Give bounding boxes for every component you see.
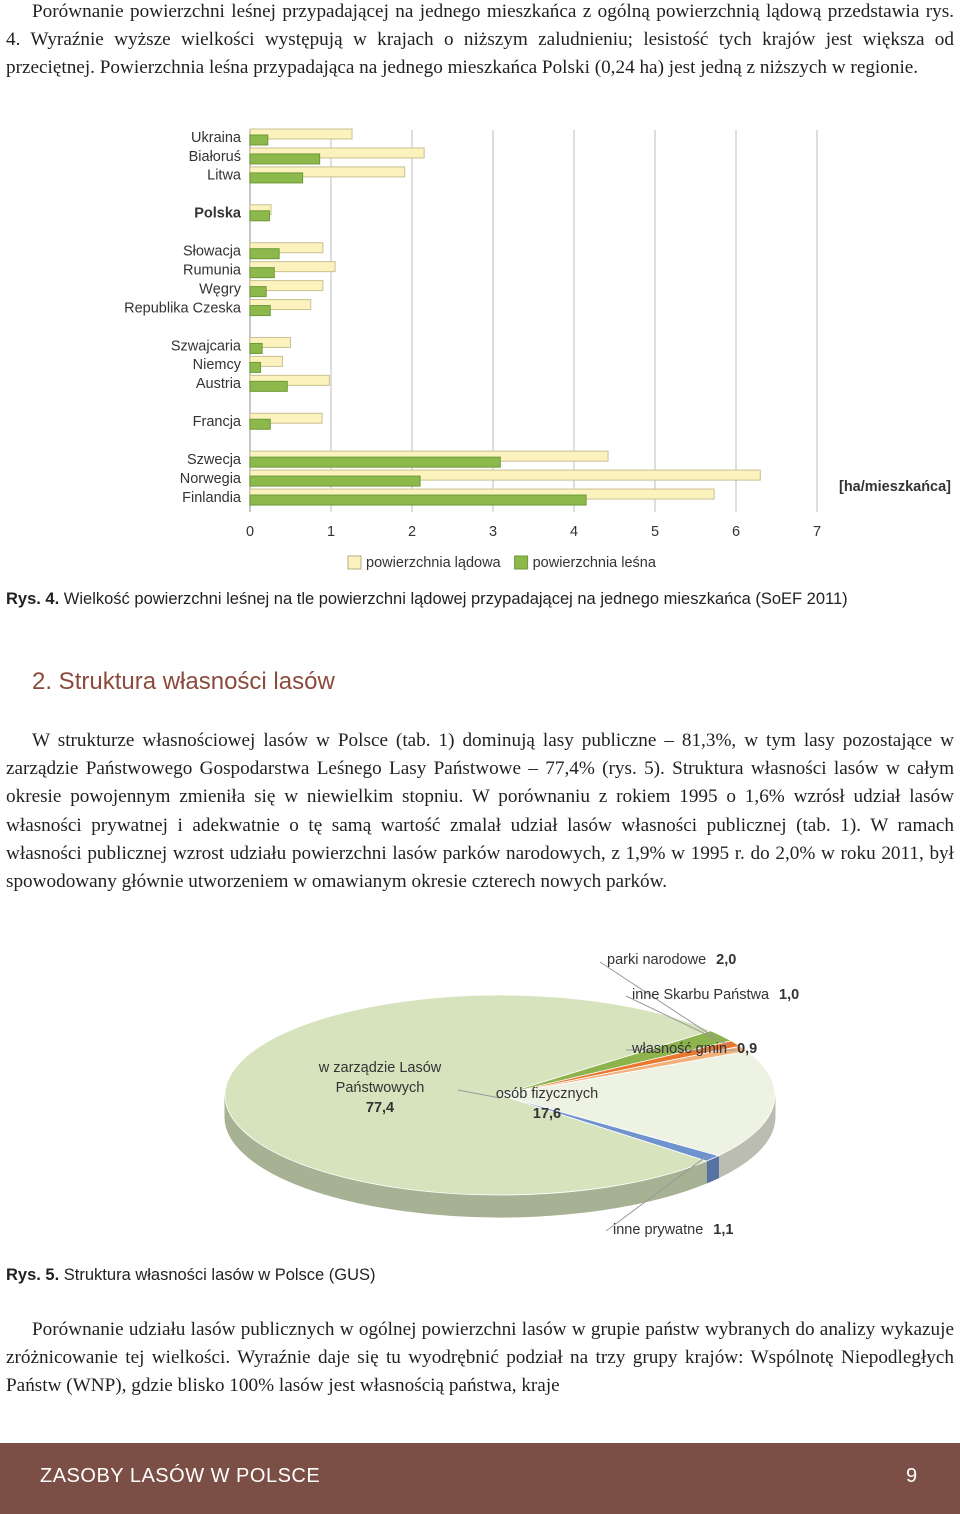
paragraph: Porównanie powierzchni leśnej przypadają… [6, 1, 954, 79]
bar [249, 475, 421, 487]
x-tick-label: 2 [408, 524, 416, 540]
paragraph: W strukturze własnościowej lasów w Polsc… [6, 730, 954, 893]
bar [249, 147, 425, 159]
section-heading: 2. Struktura własności lasów [32, 668, 335, 695]
bar [249, 280, 324, 292]
y-tick-label: Republika Czeska [124, 300, 242, 316]
y-tick-label: Finlandia [182, 490, 242, 506]
footer-title: ZASOBY LASÓW W POLSCE [40, 1465, 321, 1487]
pie-category: inne prywatne [613, 1222, 704, 1238]
y-tick-label: Słowacja [183, 244, 242, 260]
x-tick-label: 4 [570, 524, 578, 540]
pie-chart [224, 961, 776, 1232]
pie-value-label: 1,1 [713, 1222, 734, 1238]
pie-category: w zarządzie Lasów Państwowych [318, 1060, 442, 1096]
x-tick-label: 0 [246, 524, 254, 540]
pie-value-label: 0,9 [737, 1041, 758, 1057]
bar [249, 342, 263, 354]
caption-label: Rys. 4. [6, 590, 60, 608]
legend-swatch [514, 555, 529, 570]
bar [249, 494, 587, 506]
caption-text: Wielkość powierzchni leśnej na tle powie… [63, 590, 848, 608]
y-tick-label: Rumunia [183, 262, 242, 278]
leader-line [457, 1089, 501, 1099]
x-tick-label: 7 [813, 524, 821, 540]
bar [249, 166, 406, 178]
bar [249, 210, 270, 222]
leader-line [605, 1156, 707, 1232]
footer: ZASOBY LASÓW W POLSCE 9 [0, 1443, 960, 1514]
legend-swatch [347, 555, 362, 570]
legend-label: powierzchnia lądowa [366, 555, 502, 571]
bar [249, 248, 280, 260]
bar [249, 361, 262, 373]
bar [249, 469, 761, 481]
pie-value-label: 77,4 [365, 1100, 395, 1116]
caption-text: Struktura własności lasów w Polsce (GUS) [63, 1266, 376, 1284]
y-tick-label: Niemcy [193, 357, 242, 373]
pie-category: inne Skarbu Państwa [632, 987, 770, 1003]
figure-caption: Rys. 5. Struktura własności lasów w Pols… [6, 1266, 376, 1285]
pie-category: parki narodowe [607, 952, 707, 968]
page-number: 9 [906, 1465, 918, 1487]
pie-slice [224, 994, 712, 1196]
pie-label: parki narodowe 2,0 [607, 950, 736, 970]
y-tick-label: Węgry [199, 281, 242, 297]
pie-category: osób fizycznych [495, 1086, 599, 1102]
bar [249, 299, 312, 311]
y-tick-label: Polska [194, 206, 242, 222]
bar [249, 456, 501, 468]
bar-chart: 0 1 2 3 4 5 6 7 Ukraina Białoruś Litwa Polska Słowac… [124, 128, 951, 571]
y-tick-label: Szwajcaria [171, 338, 242, 354]
caption-label: Rys. 5. [6, 1266, 60, 1284]
x-tick-label: 6 [732, 524, 740, 540]
bar [249, 134, 269, 146]
y-tick-label: Norwegia [180, 471, 242, 487]
bar [249, 172, 304, 184]
axis-unit-label: [ha/mieszkańca] [839, 479, 951, 495]
leader-line [625, 995, 729, 1046]
bar [249, 286, 267, 298]
y-tick-label: Litwa [207, 168, 242, 184]
x-tick-label: 5 [651, 524, 659, 540]
pie-category: własność gmin [632, 1041, 728, 1057]
bar [249, 261, 336, 273]
bar [249, 153, 321, 165]
pie-label: własność gmin 0,9 [632, 1039, 757, 1059]
bar [249, 267, 275, 279]
bar [249, 242, 324, 254]
pie-slice [499, 1050, 776, 1157]
pie-value-label: 17,6 [532, 1106, 562, 1122]
figure-caption: Rys. 4. Wielkość powierzchni leśnej na t… [6, 590, 848, 609]
bar [249, 412, 323, 424]
pie-label: osób fizycznych 17,6 [487, 1084, 607, 1124]
paragraph: Porównanie udziału lasów publicznych w o… [6, 1319, 954, 1397]
pie-label: w zarządzie Lasów Państwowych 77,4 [300, 1058, 460, 1118]
bar [249, 355, 283, 367]
bar [249, 418, 271, 430]
y-tick-label: Białoruś [189, 149, 241, 165]
pie-label: inne Skarbu Państwa 1,0 [632, 985, 799, 1005]
x-tick-label: 3 [489, 524, 497, 540]
bar [249, 128, 353, 140]
y-tick-label: Szwecja [187, 452, 242, 468]
y-tick-label: Austria [196, 376, 242, 392]
x-tick-label: 1 [327, 524, 335, 540]
y-tick-label: Ukraina [191, 130, 242, 146]
bar [249, 305, 271, 317]
leader-line [599, 961, 715, 1038]
bar [249, 336, 291, 348]
pie-label: inne prywatne 1,1 [613, 1220, 733, 1240]
legend-label: powierzchnia leśna [533, 555, 657, 571]
pie-value-label: 1,0 [779, 987, 800, 1003]
y-tick-label: Francja [193, 414, 242, 430]
bar [249, 380, 288, 392]
pie-value-label: 2,0 [716, 952, 737, 968]
bar [249, 374, 330, 386]
